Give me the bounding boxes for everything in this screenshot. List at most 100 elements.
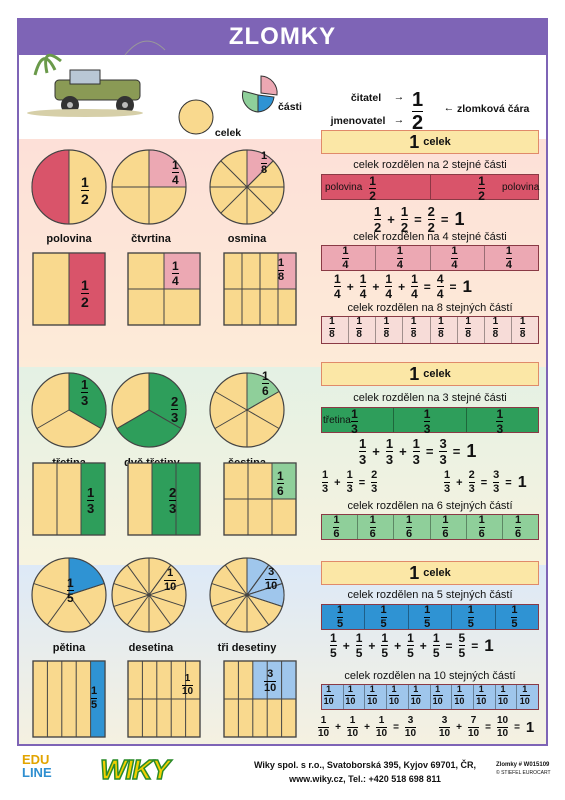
equation-symbol: + <box>364 722 370 733</box>
equation-symbol: = <box>505 476 512 489</box>
label-tri-desetiny: tři desetiny <box>217 642 277 654</box>
eduline-logo: EDU LINE <box>22 753 72 779</box>
equation-symbol: + <box>335 722 341 733</box>
bar-tenths <box>321 684 539 710</box>
square-tenth-fraction: 1 10 <box>182 673 194 697</box>
equation-symbol: = <box>449 279 457 294</box>
bar-fraction: 1 10 <box>498 684 509 706</box>
circle-third <box>31 372 107 448</box>
circle-quarter <box>111 149 187 225</box>
equation-symbol: 1 <box>454 209 465 229</box>
tenth-fraction: 1 10 <box>164 567 177 593</box>
equation-thirds: 1 3 +1 3 +1 3 = 3 3 = 1 <box>356 437 479 466</box>
equation-tenths-total: 3 10 +7 10 = 10 10 = 1 <box>436 716 537 739</box>
equation-symbol: = <box>423 279 431 294</box>
circle-sixth <box>209 372 285 448</box>
equation-fraction: 7 10 <box>467 715 480 739</box>
equation-tenths-sum: 1 10 +1 10 +1 10 = 3 10 <box>315 716 419 739</box>
square-quarter <box>127 252 201 326</box>
square-third <box>32 462 106 536</box>
equation-quarters: 1 4 +1 4 +1 4 +1 4 = 4 4 = 1 <box>331 273 475 300</box>
bar-cell <box>403 317 431 343</box>
bar-quarters <box>321 245 539 271</box>
equation-symbol: 1 <box>466 441 477 461</box>
bar-cell <box>496 685 518 709</box>
square-tenth <box>127 660 201 738</box>
bar-halves <box>321 174 539 200</box>
equation-symbol: + <box>372 444 380 459</box>
bar-cell <box>431 685 453 709</box>
equation-symbol: = <box>414 212 422 227</box>
arrow-right-2: → <box>393 114 405 126</box>
caption-8-parts: celek rozdělen na 8 stejných částí <box>347 302 513 314</box>
bar-cell <box>458 317 485 343</box>
bar-cell <box>322 605 366 629</box>
bar-eighths <box>321 316 539 344</box>
bar-label-tretina: třetina <box>323 415 351 426</box>
page-title: ZLOMKY <box>228 23 337 50</box>
bar-cell <box>387 685 409 709</box>
parts-circle-icon <box>242 75 278 113</box>
bar-cell <box>474 685 496 709</box>
whole-circle-icon <box>178 99 214 135</box>
equation-symbol: = <box>471 638 479 653</box>
equation-third-sum: 1 3 +1 3 = 2 3 <box>319 470 380 495</box>
casti-label: části <box>278 101 302 113</box>
circle-tenth <box>111 557 187 633</box>
equation-symbol: = <box>445 638 453 653</box>
bar-fraction: 1 10 <box>410 684 421 706</box>
bar-fraction: 1 10 <box>345 684 356 706</box>
caption-2-parts: celek rozdělen na 2 stejné části <box>353 159 507 171</box>
equation-symbol: + <box>394 638 402 653</box>
bar-cell <box>376 246 431 270</box>
equation-fraction: 1 10 <box>318 715 330 739</box>
equation-symbol: = <box>514 722 520 733</box>
circle-half <box>31 149 107 225</box>
address-line: Wiky spol. s r.o., Svatoborská 395, Kyjo… <box>253 760 477 770</box>
arrow-right: → <box>393 91 405 103</box>
bar-cell <box>344 685 366 709</box>
bar-cell <box>431 317 458 343</box>
threetenths-fraction: 3 10 <box>265 566 278 592</box>
caption-10-parts: celek rozdělen na 10 stejných částí <box>344 670 516 682</box>
header-bar: ZLOMKY <box>19 20 546 55</box>
equation-symbol: 1 <box>462 276 472 296</box>
bar-label-right: polovina <box>502 182 540 193</box>
equation-symbol: + <box>399 444 407 459</box>
equation-symbol: + <box>342 638 350 653</box>
whole-box-3: 1 celek <box>321 561 539 585</box>
caption-3-parts: celek rozdělen na 3 stejné části <box>353 392 507 404</box>
equation-symbol: + <box>368 638 376 653</box>
bar-cell <box>322 317 350 343</box>
caption-5-parts: celek rozdělen na 5 stejných částí <box>347 589 513 601</box>
equation-symbol: + <box>419 638 427 653</box>
bar-cell <box>358 515 395 539</box>
square-sixth <box>223 462 297 536</box>
bar-cell <box>409 605 453 629</box>
bar-cell <box>322 515 359 539</box>
